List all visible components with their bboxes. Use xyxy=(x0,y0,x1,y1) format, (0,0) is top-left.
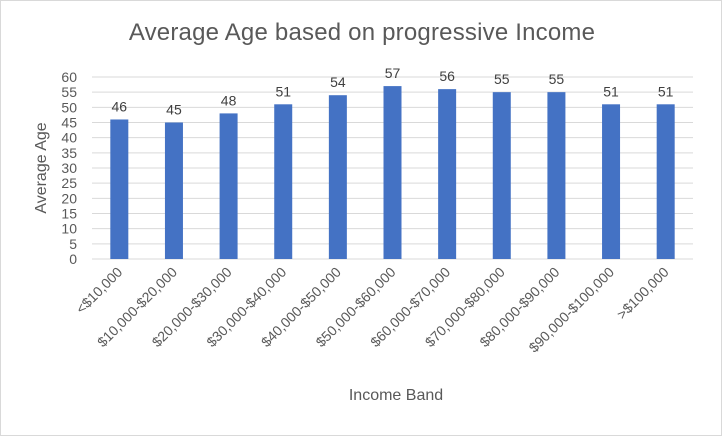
bar-4 xyxy=(328,95,347,259)
bar-7 xyxy=(492,92,511,260)
y-tick-label-40: 40 xyxy=(61,130,77,146)
bar-5 xyxy=(383,86,402,259)
chart-title: Average Age based on progressive Income xyxy=(128,19,596,46)
bar-1 xyxy=(164,122,183,259)
bar-9 xyxy=(602,104,621,259)
bar-0 xyxy=(110,119,129,259)
data-label-5: 57 xyxy=(385,65,401,81)
data-label-2: 48 xyxy=(221,92,237,108)
x-tick-labels: <$10,000$10,000-$20,000$20,000-$30,000$3… xyxy=(73,264,672,356)
data-label-6: 56 xyxy=(439,68,455,84)
y-tick-label-45: 45 xyxy=(61,115,77,131)
y-tick-label-25: 25 xyxy=(61,175,77,191)
data-label-4: 54 xyxy=(330,74,346,90)
y-tick-label-5: 5 xyxy=(69,236,77,252)
x-axis-title: Income Band xyxy=(348,387,444,404)
data-label-10: 51 xyxy=(658,83,674,99)
x-tick-label-10: >$100,000 xyxy=(613,264,672,323)
data-label-1: 45 xyxy=(166,102,182,118)
bar-10 xyxy=(656,104,675,259)
y-tick-label-20: 20 xyxy=(61,190,77,206)
y-tick-label-30: 30 xyxy=(61,160,77,176)
y-tick-label-55: 55 xyxy=(61,84,77,100)
y-tick-label-60: 60 xyxy=(61,69,77,85)
bars xyxy=(110,86,675,260)
data-label-8: 55 xyxy=(549,71,565,87)
data-label-9: 51 xyxy=(603,83,619,99)
bar-2 xyxy=(219,113,238,260)
y-tick-label-50: 50 xyxy=(61,99,77,115)
y-tick-label-10: 10 xyxy=(61,221,77,237)
y-tick-label-0: 0 xyxy=(69,251,77,267)
data-labels: 46 45 48 51 54 57 56 55 55 51 51 xyxy=(112,65,674,117)
data-label-0: 46 xyxy=(112,98,128,114)
data-label-3: 51 xyxy=(275,83,291,99)
bar-8 xyxy=(547,92,566,260)
y-tick-label-35: 35 xyxy=(61,145,77,161)
y-tick-label-15: 15 xyxy=(61,206,77,222)
bar-6 xyxy=(438,89,457,259)
bar-3 xyxy=(274,104,293,259)
data-label-7: 55 xyxy=(494,71,510,87)
x-tick-label-0: <$10,000 xyxy=(73,264,126,317)
